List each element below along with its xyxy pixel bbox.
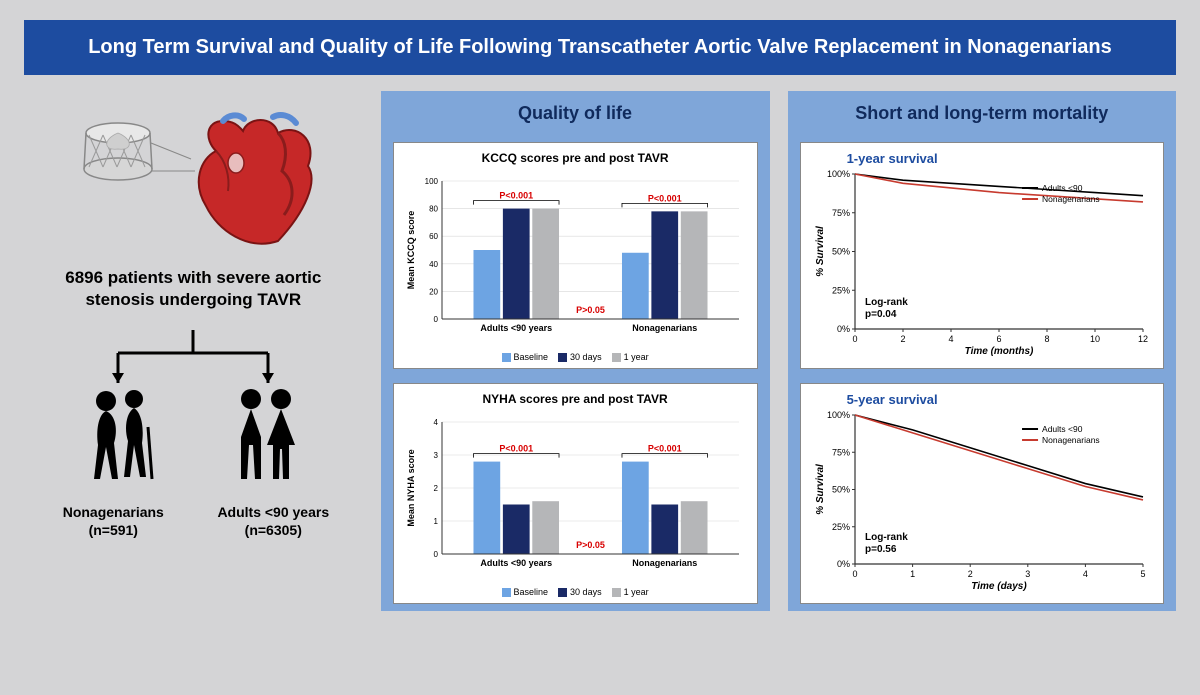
svg-text:P>0.05: P>0.05 [576,540,605,550]
nyha-body: 0 1 2 3 4 Mean NYHA score Adults <90 years Nona… [404,408,747,585]
y1-title: 1-year survival [847,151,938,166]
arm1-name: Nonagenarians [63,504,164,520]
y5-title: 5-year survival [847,392,938,407]
y1-body: 0% 25% 50% 75% 100% 0 2 4 6 8 10 12 % Survival Time (… [811,168,1153,362]
svg-text:80: 80 [429,205,438,214]
leg-base: Baseline [514,352,549,362]
arm2-name: Adults <90 years [217,504,329,520]
arm-nonagenarians: Nonagenarians (n=591) [43,504,183,539]
svg-text:0%: 0% [837,559,850,569]
survival-1y: 1-year survival 0% 25% 50% 75% 100% 0 2 4 6 8 10 12… [800,142,1164,369]
svg-text:1: 1 [910,569,915,579]
title-bar: Long Term Survival and Quality of Life F… [24,20,1176,75]
nyha-legend: Baseline 30 days 1 year [502,587,649,597]
svg-text:P>0.05: P>0.05 [576,305,605,315]
svg-text:P<0.001: P<0.001 [647,193,681,203]
svg-text:4: 4 [948,334,953,344]
cohort-column: 6896 patients with severe aortic stenosi… [24,91,363,611]
survival-5y: 5-year survival 0% 25% 50% 75% 100% 0 1 2 3 4 5 % S… [800,383,1164,604]
leg-base2: Baseline [514,587,549,597]
svg-text:1: 1 [433,517,438,526]
flow-svg [63,325,323,525]
svg-text:p=0.04: p=0.04 [865,309,897,320]
mortality-header: Short and long-term mortality [800,103,1164,124]
arm1-n: (n=591) [89,522,138,538]
svg-text:Adults <90 years: Adults <90 years [480,558,552,568]
heart-svg [63,101,323,261]
svg-text:2: 2 [900,334,905,344]
svg-text:0: 0 [852,569,857,579]
svg-text:25%: 25% [832,522,850,532]
svg-text:% Survival: % Survival [815,226,826,277]
svg-text:0%: 0% [837,324,850,334]
svg-text:2: 2 [433,484,438,493]
svg-text:10: 10 [1090,334,1100,344]
svg-text:40: 40 [429,260,438,269]
svg-text:75%: 75% [832,447,850,457]
qol-panel: Quality of life KCCQ scores pre and post… [381,91,770,611]
arm2-n: (n=6305) [245,522,302,538]
svg-text:0: 0 [852,334,857,344]
svg-text:P<0.001: P<0.001 [499,191,533,201]
svg-text:p=0.56: p=0.56 [865,544,897,555]
kccq-legend: Baseline 30 days 1 year [502,352,649,362]
svg-text:100: 100 [424,177,438,186]
svg-text:Mean KCCQ score: Mean KCCQ score [406,211,416,290]
svg-text:50%: 50% [832,247,850,257]
cohort-line2: stenosis undergoing TAVR [85,290,301,309]
svg-text:12: 12 [1138,334,1148,344]
heart-valve-illustration [63,101,323,261]
svg-text:6: 6 [996,334,1001,344]
nyha-chart: NYHA scores pre and post TAVR 0 1 2 3 4 Mean … [393,383,758,604]
svg-text:Time (months): Time (months) [964,346,1033,357]
svg-text:5: 5 [1140,569,1145,579]
svg-text:100%: 100% [827,169,850,179]
svg-text:Adults <90: Adults <90 [1042,424,1083,434]
kccq-chart: KCCQ scores pre and post TAVR 0 20 40 60 80 1… [393,142,758,369]
qol-header: Quality of life [393,103,758,124]
svg-text:Nonagenarians: Nonagenarians [632,558,697,568]
svg-text:75%: 75% [832,208,850,218]
svg-text:Log-rank: Log-rank [865,532,908,543]
mortality-panel: Short and long-term mortality 1-year sur… [788,91,1176,611]
kccq-body: 0 20 40 60 80 100 Mean KCCQ score Adults <90 ye… [404,167,747,350]
leg-1y: 1 year [624,352,649,362]
nyha-title: NYHA scores pre and post TAVR [482,392,667,406]
svg-text:Adults <90 years: Adults <90 years [480,323,552,333]
cohort-line1: 6896 patients with severe aortic [65,268,321,287]
svg-text:Time (days): Time (days) [971,581,1027,592]
content-row: 6896 patients with severe aortic stenosi… [0,91,1200,631]
svg-text:Mean NYHA score: Mean NYHA score [406,449,416,526]
svg-text:3: 3 [433,451,438,460]
svg-text:60: 60 [429,232,438,241]
svg-text:3: 3 [1025,569,1030,579]
svg-text:Nonagenarians: Nonagenarians [1042,435,1100,445]
arm-adults: Adults <90 years (n=6305) [203,504,343,539]
svg-text:2: 2 [967,569,972,579]
svg-text:4: 4 [433,418,438,427]
cohort-text: 6896 patients with severe aortic stenosi… [65,267,321,311]
svg-text:4: 4 [1082,569,1087,579]
svg-text:Log-rank: Log-rank [865,297,908,308]
svg-text:8: 8 [1044,334,1049,344]
svg-text:0: 0 [433,550,438,559]
svg-text:% Survival: % Survival [815,464,826,515]
svg-text:Nonagenarians: Nonagenarians [1042,194,1100,204]
kccq-title: KCCQ scores pre and post TAVR [482,151,669,165]
svg-text:P<0.001: P<0.001 [647,444,681,454]
leg-30d: 30 days [570,352,602,362]
svg-text:P<0.001: P<0.001 [499,444,533,454]
svg-text:100%: 100% [827,410,850,420]
svg-text:25%: 25% [832,285,850,295]
leg-30d2: 30 days [570,587,602,597]
svg-text:0: 0 [433,315,438,324]
leg-1y2: 1 year [624,587,649,597]
svg-text:Adults <90: Adults <90 [1042,183,1083,193]
y5-body: 0% 25% 50% 75% 100% 0 1 2 3 4 5 % Survival Time (day… [811,409,1153,597]
svg-text:50%: 50% [832,485,850,495]
svg-text:Nonagenarians: Nonagenarians [632,323,697,333]
svg-text:20: 20 [429,287,438,296]
flow-diagram: Nonagenarians (n=591) Adults <90 years (… [63,325,323,525]
